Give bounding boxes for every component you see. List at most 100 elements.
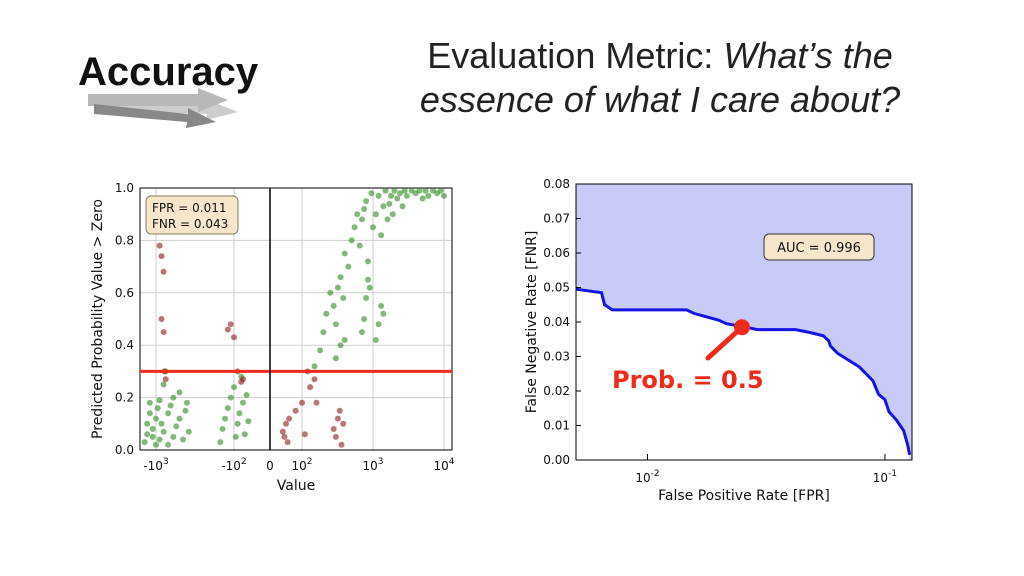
scatter-y-tick-label: 0.6 [115, 286, 134, 300]
fnr-curve-line [575, 287, 912, 456]
slide-title: Accuracy [78, 50, 259, 94]
scatter-point-red [330, 426, 337, 432]
scatter-point-green [173, 423, 180, 430]
scatter-point-green [356, 242, 363, 249]
scatter-point-green [366, 284, 373, 291]
scatter-point-green [340, 295, 347, 301]
scatter-point-red [332, 433, 339, 440]
scatter-point-green [365, 258, 371, 265]
scatter-x-label: Value [277, 478, 315, 494]
scatter-point-green [334, 284, 341, 291]
scatter-y-ticks: 0.0 0.2 0.4 0.6 0.8 1.0 [115, 181, 134, 457]
scatter-point-red [307, 384, 314, 391]
scatter-point-green [317, 347, 324, 354]
scatter-point-green [416, 187, 423, 194]
scatter-point-green [391, 187, 398, 194]
scatter-point-green [375, 192, 382, 199]
scatter-point-green [330, 302, 337, 309]
fnr-y-tick-label: 0.08 [543, 177, 570, 191]
callout-label: Prob. = 0.5 [612, 366, 764, 394]
scatter-point-green [380, 310, 387, 317]
scatter-y-label: Predicted Probability Value > Zero [90, 199, 106, 439]
scatter-point-green [337, 274, 344, 281]
scatter-point-green [320, 329, 327, 336]
scatter-point-green [332, 355, 339, 362]
scatter-point-red [240, 376, 246, 383]
scatter-point-green [224, 405, 231, 412]
scatter-point-green [144, 431, 151, 438]
scatter-y-tick-label: 0.4 [115, 338, 134, 352]
fnr-x-label: False Positive Rate [FPR] [658, 488, 830, 504]
fnr-y-label: False Negative Rate [FNR] [524, 231, 540, 414]
scatter-x-tick-label: 103 [362, 457, 383, 473]
scatter-point-red [227, 321, 234, 328]
fnr-x-tick-label: 10-2 [635, 469, 659, 485]
fnr-annotation: FNR = 0.043 [152, 217, 228, 231]
scatter-point-green [359, 329, 365, 336]
scatter-point-green [441, 192, 447, 199]
scatter-point-green [219, 426, 226, 432]
scatter-point-green [419, 195, 426, 202]
scatter-point-green [372, 337, 379, 343]
scatter-point-green [337, 342, 344, 349]
scatter-point-green [323, 310, 330, 317]
scatter-point-green [380, 203, 387, 210]
scatter-point-green [243, 392, 250, 398]
scatter-point-green [170, 433, 177, 440]
scatter-y-tick-label: 0.2 [115, 391, 134, 405]
scatter-chart: 0.0 0.2 0.4 0.6 0.8 1.0 -103 -102 0 102 103 104 FP… [90, 181, 455, 494]
auc-annotation: AUC = 0.996 [777, 241, 861, 256]
scatter-point-green [394, 195, 401, 202]
scatter-point-green [170, 394, 177, 401]
fnr-x-tick-label: 10-1 [873, 469, 897, 485]
scatter-point-green [341, 337, 348, 343]
scatter-point-red [279, 428, 286, 435]
scatter-point-red [284, 439, 291, 446]
scatter-point-red [338, 441, 345, 448]
scatter-point-green [399, 203, 406, 210]
scatter-point-green [160, 428, 167, 435]
fnr-y-tick-label: 0.05 [543, 281, 570, 295]
scatter-point-green [403, 192, 410, 199]
scatter-point-green [141, 439, 148, 446]
scatter-point-green [165, 410, 172, 417]
scatter-x-tick-label: 104 [433, 457, 454, 473]
scatter-point-green [146, 399, 153, 406]
scatter-point-green [425, 192, 432, 199]
callout-marker [734, 319, 750, 336]
fnr-fpr-chart: 0.00 0.01 0.02 0.03 0.04 0.05 0.06 0.07 0.08 10-… [524, 177, 913, 504]
scatter-point-green [361, 206, 368, 212]
scatter-point-green [341, 250, 348, 257]
scatter-x-ticks: -103 -102 0 102 103 104 [143, 457, 454, 473]
scatter-point-green [437, 187, 444, 194]
scatter-point-red [286, 415, 293, 422]
scatter-point-green [167, 402, 174, 409]
scatter-point-red [160, 268, 167, 275]
scatter-point-green [311, 363, 318, 370]
scatter-point-green [156, 397, 163, 404]
slide-heading: Evaluation Metric: What’s the essence of… [380, 34, 940, 122]
scatter-point-green [234, 420, 241, 427]
scatter-point-green [386, 200, 393, 207]
scatter-point-red [313, 399, 320, 406]
scatter-point-green [165, 441, 172, 448]
heading-prefix: Evaluation Metric: [427, 35, 724, 76]
scatter-point-green [156, 436, 163, 443]
scatter-point-green [332, 321, 339, 328]
scatter-point-red [281, 433, 288, 440]
scatter-point-red [160, 329, 167, 336]
scatter-point-green [389, 211, 396, 218]
scatter-point-green [368, 190, 375, 197]
scatter-point-green [422, 187, 429, 194]
scatter-point-green [384, 216, 391, 223]
scatter-point-red [158, 316, 165, 322]
scatter-point-green [144, 420, 151, 427]
scatter-point-green [345, 263, 352, 270]
scatter-point-red [311, 376, 318, 383]
scatter-x-tick-label: -103 [143, 457, 168, 473]
scatter-point-red [292, 407, 299, 414]
scatter-point-green [176, 389, 183, 396]
scatter-point-green [154, 405, 161, 412]
scatter-point-red [224, 326, 231, 333]
scatter-point-green [354, 211, 361, 218]
